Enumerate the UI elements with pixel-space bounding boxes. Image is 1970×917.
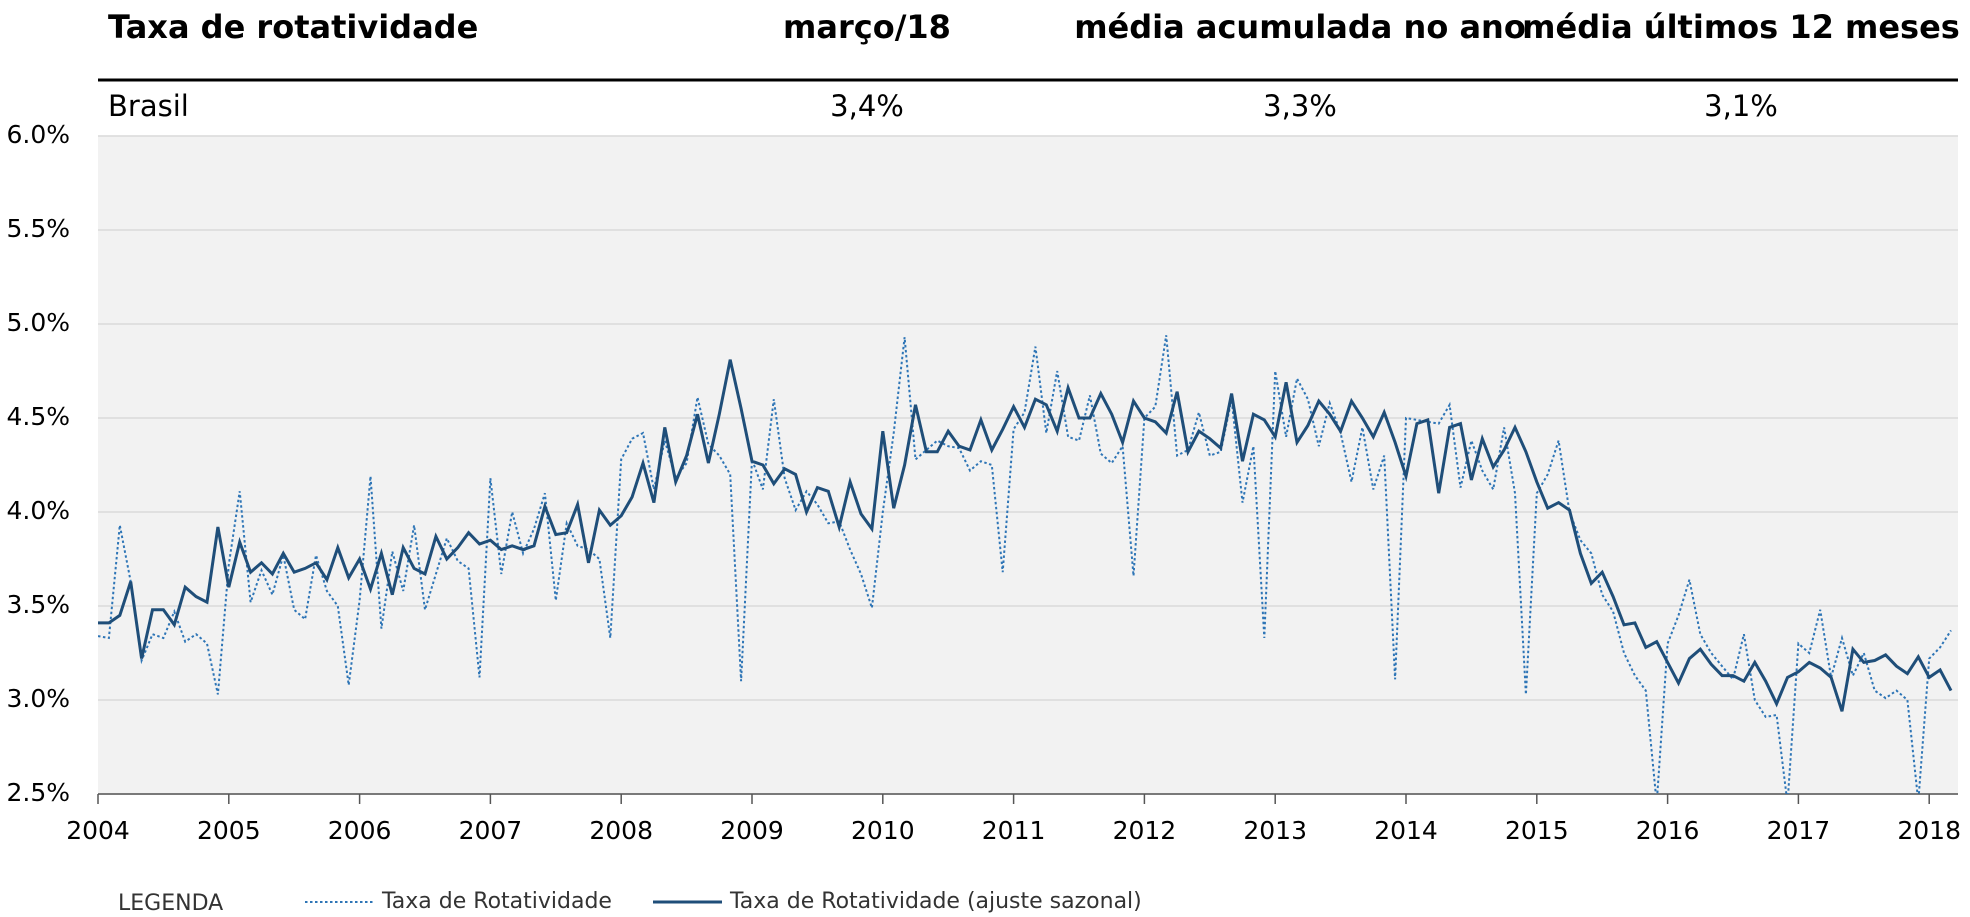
x-tick-label: 2005 [197,816,261,845]
y-tick-label: 4.0% [6,496,70,525]
x-tick-label: 2007 [459,816,523,845]
header-column: média últimos 12 meses [1522,8,1960,46]
legend-title: LEGENDA [118,891,223,916]
x-tick-label: 2011 [982,816,1046,845]
row-value: 3,3% [1263,89,1337,123]
y-tick-label: 5.0% [6,308,70,337]
x-tick-label: 2008 [589,816,653,845]
x-tick-label: 2009 [720,816,784,845]
y-tick-label: 4.5% [6,402,70,431]
plot-background [98,136,1958,794]
x-tick-label: 2017 [1767,816,1831,845]
legend-label: Taxa de Rotatividade [381,889,612,914]
x-tick-label: 2014 [1374,816,1438,845]
y-tick-label: 3.5% [6,590,70,619]
y-tick-label: 6.0% [6,120,70,149]
x-tick-label: 2006 [328,816,392,845]
x-tick-label: 2010 [851,816,915,845]
legend-label: Taxa de Rotatividade (ajuste sazonal) [729,889,1142,914]
x-tick-label: 2004 [66,816,130,845]
y-tick-label: 2.5% [6,778,70,807]
row-value: 3,1% [1704,89,1778,123]
plot-area [98,335,1953,794]
y-tick-label: 5.5% [6,214,70,243]
row-label: Brasil [108,89,189,123]
header-title: Taxa de rotatividade [108,8,478,46]
x-tick-label: 2012 [1113,816,1177,845]
header-column: média acumulada no ano [1074,8,1526,46]
x-tick-label: 2013 [1243,816,1307,845]
series-line [98,335,1952,794]
row-value: 3,4% [830,89,904,123]
x-tick-label: 2015 [1505,816,1569,845]
x-tick-label: 2018 [1897,816,1961,845]
series-line [98,359,1953,712]
y-tick-label: 3.0% [6,684,70,713]
x-tick-label: 2016 [1636,816,1700,845]
header-column: março/18 [783,8,951,46]
